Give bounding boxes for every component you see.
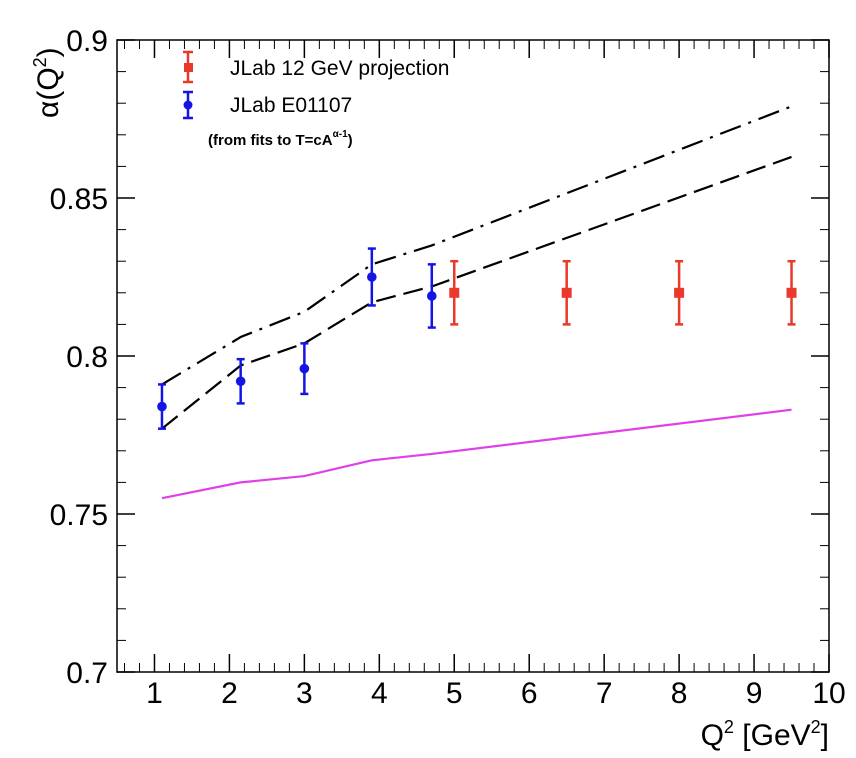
data-point-e01107 bbox=[299, 342, 310, 396]
circle-marker bbox=[367, 272, 377, 282]
y-tick-label: 0.85 bbox=[50, 183, 108, 216]
curve-solid bbox=[161, 408, 792, 500]
data-point-projection bbox=[561, 259, 572, 326]
fit-note-end: ) bbox=[348, 132, 353, 149]
y-tick-label: 0.9 bbox=[66, 25, 108, 58]
points-layer bbox=[157, 247, 797, 430]
x-axis-title-rest: [GeV bbox=[734, 719, 811, 752]
legend-marker-e01107 bbox=[183, 90, 193, 120]
data-point-projection bbox=[674, 259, 685, 326]
data-point-e01107 bbox=[157, 383, 167, 430]
data-point-projection bbox=[449, 259, 460, 326]
circle-marker bbox=[157, 401, 167, 412]
data-point-projection bbox=[786, 259, 797, 326]
y-axis-title-base: α(Q bbox=[32, 67, 65, 118]
x-tick-label: 2 bbox=[221, 677, 238, 710]
x-tick-label: 7 bbox=[596, 677, 613, 710]
data-point-e01107 bbox=[235, 357, 246, 405]
square-marker bbox=[786, 287, 797, 298]
x-axis-title-sup2: 2 bbox=[811, 717, 821, 737]
data-point-e01107 bbox=[367, 247, 377, 307]
y-axis-title: α(Q2) bbox=[30, 47, 65, 118]
circle-marker bbox=[235, 376, 246, 387]
square-marker bbox=[561, 287, 572, 298]
x-axis-title-base: Q bbox=[701, 719, 724, 752]
curves-layer bbox=[161, 105, 792, 500]
x-tick-label: 6 bbox=[521, 677, 538, 710]
x-tick-label: 8 bbox=[671, 677, 688, 710]
legend: JLab 12 GeV projection JLab E01107 (from… bbox=[183, 50, 449, 149]
x-axis-title-sup: 2 bbox=[724, 717, 734, 737]
x-tick-label: 1 bbox=[146, 677, 163, 710]
fit-note-sup: α-1 bbox=[333, 129, 348, 140]
curve-dashdot bbox=[161, 105, 792, 386]
legend-label-projection: JLab 12 GeV projection bbox=[230, 57, 449, 80]
fit-note: (from fits to T=cAα-1) bbox=[208, 129, 353, 149]
data-point-e01107 bbox=[426, 263, 437, 329]
curve-dash bbox=[161, 155, 792, 430]
x-tick-label: 10 bbox=[812, 677, 845, 710]
y-axis-title-end: ) bbox=[32, 47, 65, 57]
legend-marker-projection bbox=[183, 50, 193, 84]
y-tick-label: 0.8 bbox=[66, 341, 108, 374]
y-tick-label: 0.75 bbox=[50, 499, 108, 532]
fit-note-text: (from fits to T=cA bbox=[208, 132, 333, 149]
x-tick-label: 9 bbox=[746, 677, 763, 710]
y-tick-label: 0.7 bbox=[66, 657, 108, 690]
ticks-layer: 1 2 3 4 5 6 7 8 9 10 0.7 0.75 0.8 0.85 0.9 bbox=[50, 25, 846, 710]
x-axis-title-end: ] bbox=[821, 719, 829, 752]
square-marker bbox=[674, 287, 685, 298]
x-tick-label: 3 bbox=[296, 677, 313, 710]
legend-label-e01107: JLab E01107 bbox=[230, 94, 352, 117]
y-axis-title-sup: 2 bbox=[30, 57, 50, 67]
circle-marker bbox=[299, 363, 310, 374]
x-axis-title: Q2 [GeV2] bbox=[701, 717, 829, 752]
x-tick-label: 4 bbox=[371, 677, 388, 710]
circle-marker bbox=[426, 291, 437, 301]
square-marker bbox=[449, 287, 460, 298]
x-tick-label: 5 bbox=[446, 677, 463, 710]
